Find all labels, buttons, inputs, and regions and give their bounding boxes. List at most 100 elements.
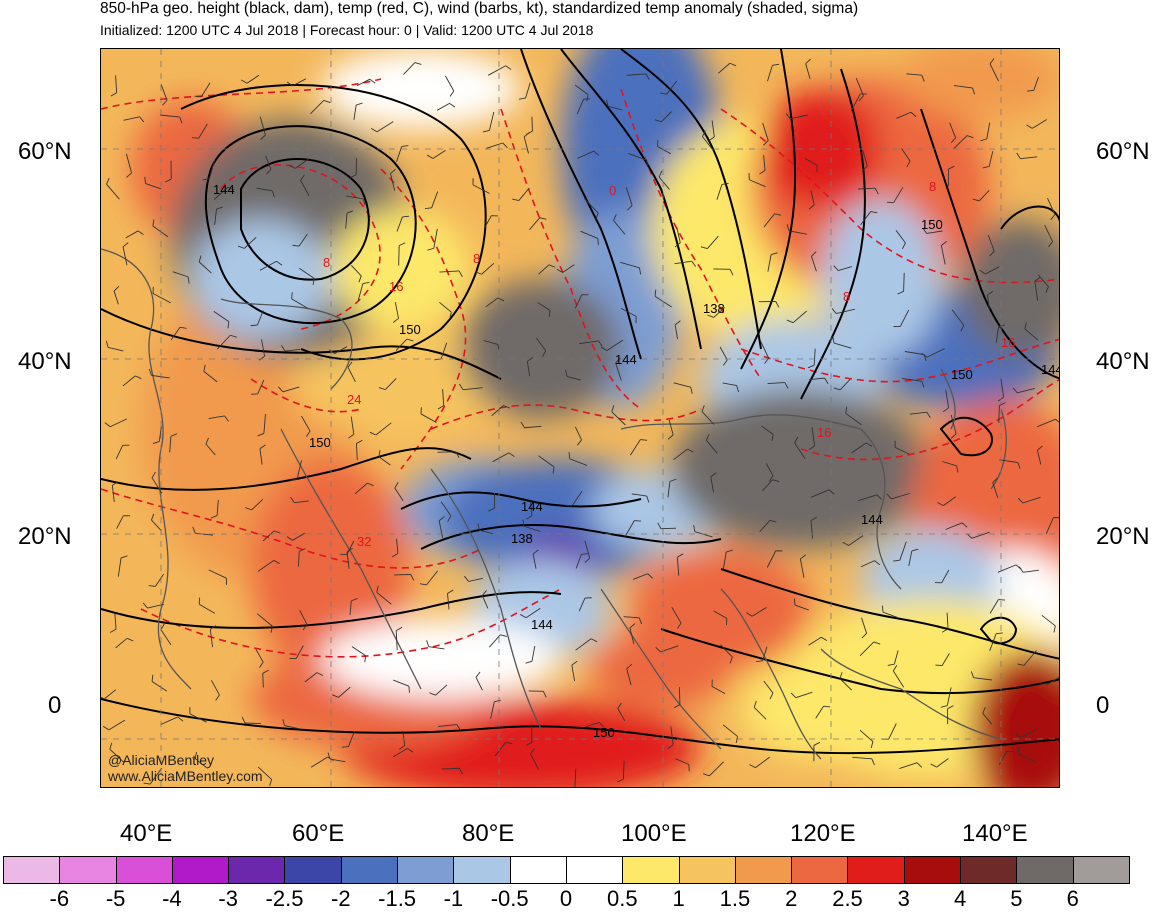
wind-barb-flag — [144, 176, 147, 184]
wind-barb-staff — [375, 422, 392, 436]
wind-barb — [937, 496, 957, 507]
wind-barb-staff — [257, 379, 265, 395]
wind-barb-staff — [657, 146, 672, 155]
legend-swatch — [903, 856, 962, 884]
wind-barb-staff — [857, 187, 876, 190]
wind-barb-flag — [810, 516, 817, 522]
legend-tick-label: -1 — [443, 886, 464, 911]
wind-barb — [1038, 274, 1049, 294]
wind-barb-staff — [992, 482, 999, 498]
wind-barb — [998, 750, 1014, 766]
wind-barb — [719, 346, 728, 366]
wind-barb-staff — [762, 479, 773, 492]
wind-barb — [111, 481, 119, 503]
height-contour-line — [1000, 205, 1059, 230]
legend-tick-label: 0 — [559, 886, 573, 911]
map-title: 850-hPa geo. height (black, dam), temp (… — [100, 0, 859, 17]
wind-barb-staff — [794, 604, 810, 611]
wind-barb-staff — [896, 111, 912, 119]
wind-barb-staff — [481, 595, 489, 609]
wind-barb-flag — [1050, 214, 1056, 221]
wind-barb-staff — [794, 442, 806, 459]
wind-barb-staff — [1023, 569, 1039, 573]
wind-barb — [578, 340, 603, 347]
wind-barb — [109, 742, 125, 763]
wind-barb-staff — [850, 93, 861, 112]
wind-barb — [805, 58, 811, 80]
wind-barb-flag — [408, 686, 410, 693]
wind-barb — [105, 340, 124, 352]
wind-barb-flag — [227, 186, 235, 191]
wind-barb-staff — [294, 500, 309, 504]
wind-barb-flag — [356, 439, 363, 444]
wind-barb — [115, 444, 130, 460]
wind-barb-staff — [566, 376, 581, 381]
wind-barb-staff — [895, 447, 910, 455]
wind-barb-staff — [574, 84, 589, 95]
wind-barb — [300, 174, 310, 197]
wind-barb — [203, 364, 218, 383]
wind-barb-flag — [707, 314, 714, 318]
wind-barb-flag — [106, 177, 110, 185]
wind-barb-flag — [299, 548, 306, 552]
wind-barb-staff — [149, 767, 163, 785]
wind-barb-flag — [260, 134, 266, 140]
wind-barb — [488, 493, 495, 512]
wind-barb-staff — [945, 522, 963, 530]
wind-barb — [850, 93, 867, 112]
wind-barb-staff — [284, 348, 300, 352]
wind-barb — [144, 176, 162, 190]
wind-barb — [437, 389, 445, 410]
wind-barb-flag — [162, 99, 168, 106]
wind-barb-staff — [899, 541, 907, 561]
wind-barb-flag — [972, 198, 980, 202]
wind-barb-staff — [926, 230, 943, 234]
height-contour-label: 144 — [615, 352, 637, 367]
wind-barb-staff — [851, 442, 867, 454]
height-contour-label: 150 — [309, 435, 331, 450]
wind-barb — [654, 111, 672, 123]
wind-barb — [160, 623, 172, 646]
wind-barb — [530, 748, 540, 771]
wind-barb — [575, 553, 589, 569]
legend-swatch — [340, 856, 399, 884]
wind-barb — [395, 626, 403, 651]
wind-barb — [194, 751, 208, 769]
wind-barb-staff — [799, 558, 805, 578]
wind-barb-staff — [299, 267, 315, 279]
wind-barb-flag — [1017, 663, 1025, 666]
wind-barb — [713, 610, 728, 626]
wind-barb-flag — [179, 326, 187, 329]
wind-barb-flag — [530, 748, 535, 755]
wind-barb-staff — [626, 73, 646, 76]
wind-barb-flag — [597, 238, 599, 246]
wind-barb-staff — [145, 183, 162, 190]
wind-barb-flag — [1048, 241, 1053, 248]
wind-barb-flag — [109, 742, 113, 750]
wind-barb-flag — [979, 269, 986, 275]
wind-barb — [265, 155, 272, 175]
wind-barb — [949, 122, 957, 144]
wind-barb — [700, 235, 719, 249]
wind-barb — [950, 414, 957, 439]
wind-barb-flag — [992, 477, 998, 483]
wind-barb-staff — [172, 271, 189, 278]
wind-barb-flag — [1058, 676, 1059, 682]
wind-barb-flag — [892, 665, 898, 672]
wind-barb-flag — [475, 271, 482, 275]
wind-barb-staff — [767, 65, 773, 82]
wind-barb — [477, 523, 493, 535]
credit-handle: @AliciaMBentley — [108, 752, 215, 768]
wind-barb-staff — [615, 362, 622, 381]
wind-barb-staff — [632, 573, 648, 580]
wind-barb-staff — [468, 577, 483, 582]
wind-barb-flag — [539, 217, 547, 220]
wind-barb-flag — [351, 597, 358, 602]
wind-barb — [759, 519, 777, 533]
wind-barb — [290, 496, 309, 504]
wind-barb-staff — [753, 707, 767, 720]
wind-barb — [447, 589, 454, 610]
wind-barb-flag — [870, 211, 878, 214]
wind-barb-staff — [813, 348, 816, 366]
wind-barb-staff — [998, 405, 1000, 423]
